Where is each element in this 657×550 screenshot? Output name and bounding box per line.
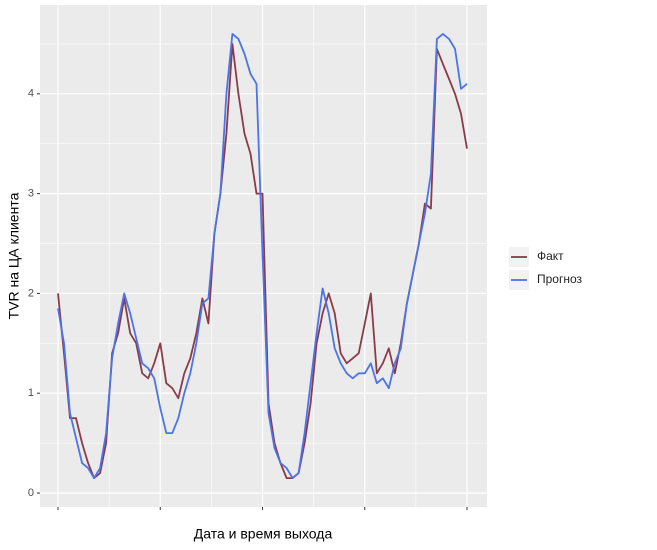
y-axis-title: TVR на ЦА клиента — [6, 192, 22, 319]
y-tick-label: 2 — [28, 287, 34, 299]
series-line — [57, 33, 468, 479]
legend-label: Факт — [537, 249, 564, 263]
y-tick-label: 4 — [28, 88, 34, 100]
x-axis-title: Дата и время выхода — [194, 526, 333, 542]
y-tick-label: 0 — [28, 487, 34, 499]
y-tick-label: 3 — [28, 188, 34, 200]
y-tick-label: 1 — [28, 387, 34, 399]
legend-label: Прогноз — [537, 272, 583, 286]
